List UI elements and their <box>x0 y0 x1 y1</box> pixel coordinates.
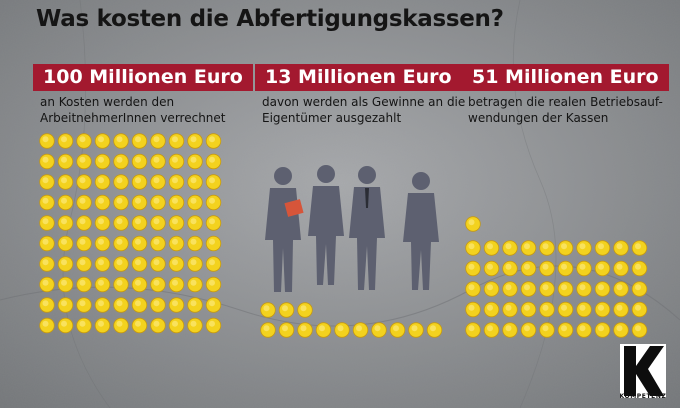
logo-text: KOMPETENZ <box>619 393 667 400</box>
panel-1-heading: 100 Millionen Euro <box>33 64 253 91</box>
panel-3-description: betragen die realen Betriebsauf- wendung… <box>468 94 663 126</box>
panel-2-heading: 13 Millionen Euro <box>255 64 462 91</box>
businessman-silhouette <box>349 166 385 290</box>
panel-3-desc-line-1: betragen die realen Betriebsauf- <box>468 95 663 109</box>
folder-icon <box>284 199 304 217</box>
panel-2-desc-line-1: davon werden als Gewinne an die <box>262 95 466 109</box>
businessman-silhouette <box>403 172 439 290</box>
k-logo-icon <box>620 344 666 398</box>
panel-3-heading: 51 Millionen Euro <box>462 64 669 91</box>
businessman-silhouette <box>308 165 344 285</box>
panel-3-desc-line-2: wendungen der Kassen <box>468 111 609 125</box>
panel-2-desc-line-2: Eigentümer ausgezahlt <box>262 111 402 125</box>
page-title: Was kosten die Abfertigungskassen? <box>36 6 504 32</box>
businessman-silhouette <box>265 167 304 292</box>
panel-1-desc-line-1: an Kosten werden den <box>40 95 175 109</box>
panel-2-description: davon werden als Gewinne an die Eigentüm… <box>262 94 465 126</box>
panel-1-desc-line-2: ArbeitnehmerInnen verrechnet <box>40 111 226 125</box>
panel-1-description: an Kosten werden den ArbeitnehmerInnen v… <box>40 94 226 126</box>
